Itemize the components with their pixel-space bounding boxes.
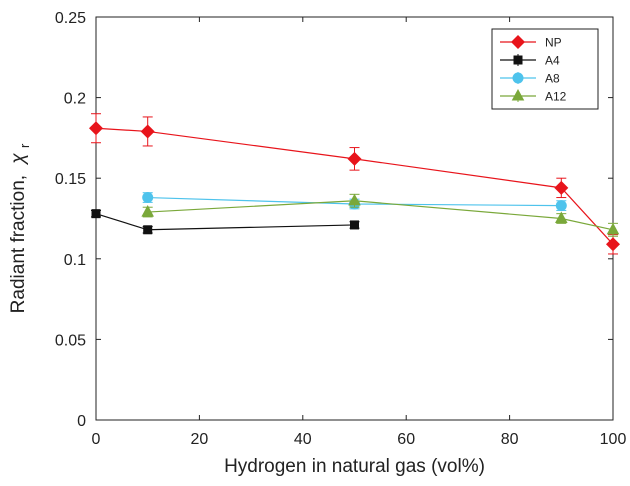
y-tick-label: 0.1 <box>64 252 86 269</box>
data-point <box>143 225 153 235</box>
y-axis-label-subscript: r <box>17 143 32 148</box>
data-point <box>89 121 103 136</box>
plot-frame <box>95 16 614 421</box>
legend-label: A8 <box>545 72 560 86</box>
data-point <box>91 209 101 219</box>
data-point <box>606 237 620 252</box>
y-tick-label: 0.25 <box>55 10 86 27</box>
plot-series <box>89 113 620 255</box>
legend-label: A12 <box>545 90 567 104</box>
series-a12 <box>141 193 620 237</box>
y-axis-label-text: Radiant fraction, <box>8 175 29 313</box>
axes: 0 20 40 60 80 100 0 0.05 0.1 0.15 0.2 0.25 <box>55 10 627 448</box>
y-tick-label: 0 <box>77 413 86 430</box>
x-tick-label: 60 <box>397 431 415 448</box>
x-tick-label: 0 <box>92 431 101 448</box>
data-point <box>555 200 567 212</box>
y-axis-label-symbol: χ <box>8 153 29 166</box>
series-line <box>147 200 614 231</box>
x-tick-label: 20 <box>191 431 209 448</box>
legend-label: A4 <box>545 54 560 68</box>
y-tick-label: 0.2 <box>64 91 86 108</box>
legend-label: NP <box>545 36 562 50</box>
data-point <box>555 211 568 224</box>
data-point <box>554 180 569 195</box>
y-tick-label: 0.15 <box>55 171 86 188</box>
legend-marker <box>513 55 523 65</box>
series-a4 <box>91 209 360 235</box>
y-tick-label: 0.05 <box>55 332 86 349</box>
data-point <box>142 192 154 204</box>
legend-marker <box>511 89 525 101</box>
data-point <box>606 222 620 235</box>
x-tick-label: 80 <box>501 431 519 448</box>
legend-marker <box>511 35 525 49</box>
data-point <box>347 151 362 166</box>
legend-marker <box>512 72 524 84</box>
data-point <box>141 205 154 217</box>
x-tick-label: 40 <box>294 431 312 448</box>
legend: NP A4 A8 A12 <box>491 28 599 110</box>
data-point <box>350 220 359 230</box>
data-point <box>348 193 361 206</box>
data-point <box>140 124 155 139</box>
x-tick-label: 100 <box>600 431 627 448</box>
y-axis-label: Radiant fraction, χ r <box>8 143 32 313</box>
x-axis-label: Hydrogen in natural gas (vol%) <box>224 456 485 477</box>
